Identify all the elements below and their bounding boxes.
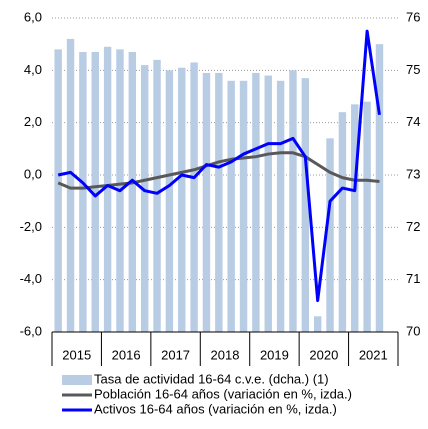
bar (66, 38, 75, 332)
x-tick-label: 2018 (211, 347, 240, 362)
bar (128, 52, 137, 333)
y-tick-label: 2,0 (24, 114, 42, 129)
bar (79, 52, 87, 333)
bar (227, 80, 235, 332)
x-tick-label: 2017 (161, 347, 190, 362)
bar (239, 80, 248, 332)
y-tick-label: 6,0 (24, 9, 42, 24)
x-tick-label: 2021 (359, 347, 388, 362)
bar (140, 65, 149, 332)
bar (326, 138, 334, 332)
bar (178, 67, 186, 332)
y2-tick-label: 75 (406, 62, 420, 77)
bar (313, 316, 322, 332)
legend-label: Activos 16-64 años (variación en %, izda… (94, 401, 337, 416)
bar (338, 112, 347, 332)
legend-label: Población 16-64 años (variación en %, iz… (94, 386, 352, 401)
bar (289, 70, 297, 332)
x-tick-label: 2019 (260, 347, 289, 362)
bar (54, 49, 62, 333)
bar (363, 101, 371, 332)
bar (202, 72, 211, 332)
line (57, 29, 381, 303)
y2-tick-label: 72 (406, 219, 420, 234)
bar (375, 44, 384, 333)
bar (351, 104, 359, 332)
y-tick-label: -4,0 (20, 271, 42, 286)
bar (301, 78, 310, 332)
y-tick-label: 0,0 (24, 166, 42, 181)
bar (91, 52, 99, 333)
x-tick-label: 2020 (309, 347, 338, 362)
bar (190, 62, 198, 332)
bar (215, 72, 223, 332)
y-tick-label: -6,0 (20, 323, 42, 338)
bar (264, 75, 272, 333)
bar (153, 59, 161, 332)
y2-tick-label: 71 (406, 271, 420, 286)
x-tick-label: 2015 (62, 347, 91, 362)
legend-label: Tasa de actividad 16-64 c.v.e. (dcha.) (… (94, 371, 329, 386)
y-tick-label: -2,0 (20, 219, 42, 234)
y2-tick-label: 74 (406, 114, 420, 129)
bar (165, 70, 174, 332)
y2-tick-label: 76 (406, 9, 420, 24)
bar (103, 46, 112, 333)
bar (276, 80, 285, 332)
y2-tick-label: 73 (406, 166, 420, 181)
legend-swatch (62, 375, 92, 385)
x-tick-label: 2016 (112, 347, 141, 362)
bar (252, 72, 260, 332)
y2-tick-label: 70 (406, 323, 420, 338)
line (57, 151, 380, 190)
y-tick-label: 4,0 (24, 62, 42, 77)
